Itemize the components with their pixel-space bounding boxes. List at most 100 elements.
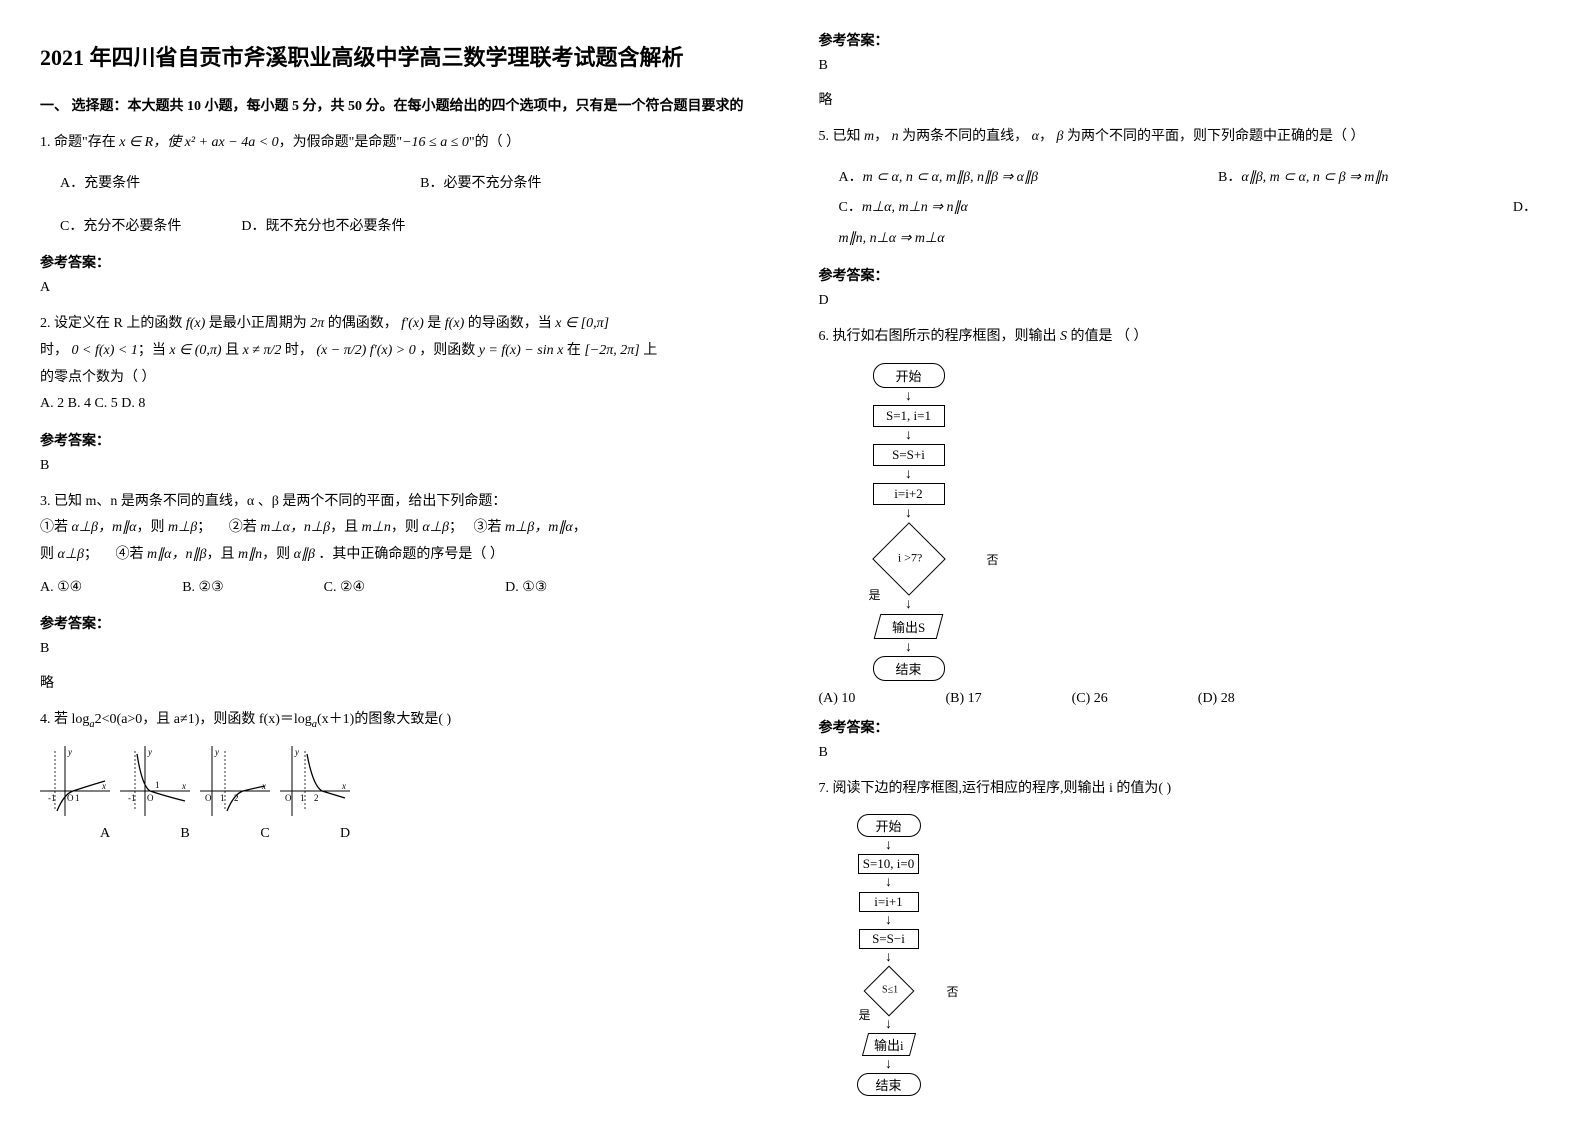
q5-m1: m (861, 129, 875, 144)
q3-opt-b: B. ②③ (182, 575, 223, 602)
q2-l2e: ，则函数 (419, 343, 475, 358)
fc-step1: S=S+i (873, 444, 945, 466)
q2-m5: 0 < f(x) < 1 (68, 343, 138, 358)
q6-opt-d: (D) 28 (1198, 691, 1235, 707)
q5-opt-d-pre: D． (1513, 200, 1537, 215)
q5-sd: ， (1039, 129, 1053, 144)
q3-p2m2: m⊥n (358, 520, 391, 535)
q6-ans-label: 参考答案： (819, 717, 1548, 737)
q5-opt-a-pre: A． (839, 170, 863, 185)
q3-p5m1: m∥α，n∥β (144, 547, 207, 562)
q3-lue: 略 (40, 672, 769, 692)
q5-ans: D (819, 293, 1548, 309)
question-7: 7. 阅读下边的程序框图,运行相应的程序,则输出 i 的值为( ) (819, 776, 1548, 803)
q3-p3a: ③若 (473, 520, 501, 535)
q2-m3: f(x) (441, 316, 467, 331)
q3-opt-c: C. ②④ (324, 575, 365, 602)
q4-ans: B (819, 58, 1548, 74)
fc-end: 结束 (873, 656, 945, 681)
q2-m8: (x − π/2) f′(x) > 0 (313, 343, 419, 358)
q4-labels: A B C D (40, 826, 769, 842)
q4-graph-d: x y O 1 2 (280, 746, 350, 816)
q2-m1: f(x) (182, 316, 208, 331)
q3-p1b: ，则 (136, 520, 164, 535)
q2-l2b: ；当 (138, 343, 166, 358)
q5-se: 为两个不同的平面，则下列命题中正确的是（ ） (1067, 129, 1365, 144)
svg-text:1: 1 (220, 793, 225, 803)
question-2: 2. 设定义在 R 上的函数 f(x) 是最小正周期为 2π 的偶函数， f′(… (40, 311, 769, 417)
fc7-no: 否 (946, 983, 958, 1000)
q1-opt-b: B．必要不充分条件 (420, 169, 541, 200)
q2-mper: 2π (307, 316, 328, 331)
q3-p1m1: α⊥β，m∥α (68, 520, 136, 535)
arrow-icon: ↓ (839, 1059, 939, 1070)
q4-lbl-c: C (230, 826, 300, 842)
section-heading: 一、 选择题：本大题共 10 小题，每小题 5 分，共 50 分。在每小题给出的… (40, 95, 769, 115)
fc-yes: 是 (869, 586, 881, 603)
q5-sa: 5. 已知 (819, 129, 861, 144)
q3-p5m3: α∥β (290, 547, 315, 562)
q3-stem: 3. 已知 m、n 是两条不同的直线，α 、β 是两个不同的平面，给出下列命题： (40, 489, 769, 516)
q2-se: 的导函数，当 (468, 316, 552, 331)
arrow-icon: ↓ (839, 877, 939, 888)
q3-p5c: ，则 (262, 547, 290, 562)
q4-graph-b: x y -1 O 1 (120, 746, 190, 816)
svg-text:O: O (147, 793, 154, 803)
fc-start: 开始 (873, 363, 945, 388)
svg-text:1: 1 (300, 793, 305, 803)
q2-l2a: 时， (40, 343, 68, 358)
fc7-start: 开始 (857, 814, 921, 837)
arrow-icon: ↓ (839, 642, 979, 653)
svg-text:1: 1 (75, 793, 80, 803)
q2-l3: 的零点个数为（ ） (40, 370, 156, 385)
q4-ans-label: 参考答案： (819, 30, 1548, 50)
q2-l2g: 上 (643, 343, 657, 358)
question-1: 1. 命题"存在 x ∈ R，使 x² + ax − 4a < 0，为假命题"是… (40, 130, 769, 157)
question-5: 5. 已知 m， n 为两条不同的直线， α， β 为两个不同的平面，则下列命题… (819, 124, 1548, 151)
q6-ans: B (819, 745, 1548, 761)
svg-text:x: x (181, 781, 186, 791)
q5-opt-a-math: m ⊂ α, n ⊂ α, m∥β, n∥β ⇒ α∥β (863, 170, 1038, 185)
q3-tail: ．其中正确命题的序号是（ ） (318, 547, 504, 562)
q5-options: A．m ⊂ α, n ⊂ α, m∥β, n∥β ⇒ α∥β B．α∥β, m … (839, 163, 1548, 255)
q3-p1m2: m⊥β (164, 520, 197, 535)
arrow-icon: ↓ (839, 952, 939, 963)
svg-text:x: x (341, 781, 346, 791)
q3-p2b: ，且 (330, 520, 358, 535)
q1-opt-c: C．充分不必要条件 (60, 212, 181, 243)
q5-sc: 为两条不同的直线， (902, 129, 1028, 144)
arrow-icon: ↓ (839, 508, 979, 519)
q2-m10: [−2π, 2π] (581, 343, 643, 358)
q2-sb: 是最小正周期为 (209, 316, 307, 331)
q1-ans: A (40, 280, 769, 296)
fc7-yes: 是 (859, 1006, 871, 1023)
q1-stem-b: ，为假命题"是命题" (279, 135, 402, 150)
q1-stem-c: "的（ ） (469, 135, 520, 150)
question-6: 6. 执行如右图所示的程序框图，则输出 S 的值是 （ ） (819, 324, 1548, 351)
q2-opts: A. 2 B. 4 C. 5 D. 8 (40, 396, 145, 411)
svg-text:O: O (285, 793, 292, 803)
q3-p1a: ①若 (40, 520, 68, 535)
q5-sb: ， (874, 129, 888, 144)
q4-sa: 4. 若 log (40, 712, 89, 727)
fc7-init: S=10, i=0 (858, 854, 920, 874)
q5-m4: β (1053, 129, 1067, 144)
fc-step2: i=i+2 (873, 483, 945, 505)
q4-sc: (x＋1)的图象大致是( ) (317, 712, 451, 727)
q5-opt-b-math: α∥β, m ⊂ α, n ⊂ β ⇒ m∥n (1241, 170, 1388, 185)
q3-ans: B (40, 641, 769, 657)
q3-opt-a: A. ①④ (40, 575, 82, 602)
q6-options: (A) 10 (B) 17 (C) 26 (D) 28 (819, 691, 1548, 707)
q6-opt-a: (A) 10 (819, 691, 856, 707)
q6-flowchart: 开始 ↓ S=1, i=1 ↓ S=S+i ↓ i=i+2 ↓ i >7? 否 … (839, 363, 979, 681)
q4-sb: 2<0(a>0，且 a≠1)，则函数 f(x)＝log (95, 712, 312, 727)
arrow-icon: ↓ (839, 840, 939, 851)
fc7-cond-text: S≤1 (873, 984, 907, 995)
fc-cond-text: i >7? (885, 551, 935, 566)
q3-p3m1: m⊥β，m∥α (501, 520, 572, 535)
question-3: 3. 已知 m、n 是两条不同的直线，α 、β 是两个不同的平面，给出下列命题：… (40, 489, 769, 601)
svg-text:y: y (294, 747, 299, 757)
q2-l2f: 在 (567, 343, 581, 358)
arrow-icon: ↓ (839, 430, 979, 441)
q3-p2a: ②若 (229, 520, 257, 535)
